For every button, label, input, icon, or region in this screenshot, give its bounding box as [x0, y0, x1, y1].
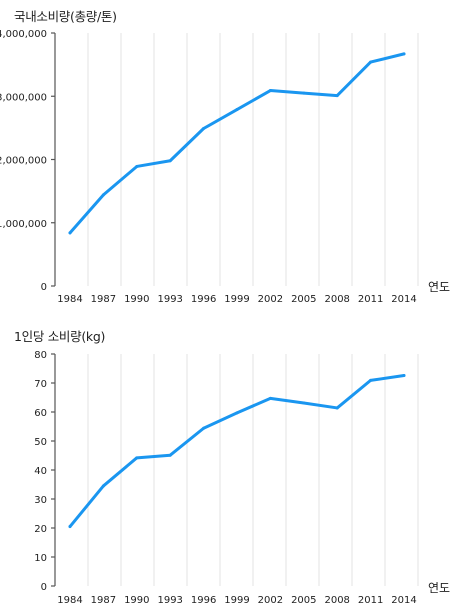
y-tick-label: 50: [34, 437, 47, 448]
x-tick-label: 2014: [391, 294, 416, 305]
x-tick-label: 1996: [191, 595, 216, 606]
x-tick-label: 2002: [258, 294, 283, 305]
x-tick-label: 2011: [358, 294, 383, 305]
y-tick-label: 0: [41, 582, 47, 593]
x-tick-label: 2008: [324, 595, 349, 606]
x-tick-label: 2005: [291, 595, 316, 606]
x-tick-label: 1999: [224, 294, 249, 305]
x-tick-label: 1993: [157, 294, 182, 305]
y-tick-label: 20: [34, 524, 47, 535]
data-point: [235, 411, 239, 415]
y-tick-label: 1,000,000: [0, 219, 47, 230]
data-point: [268, 396, 272, 400]
data-point: [101, 193, 105, 197]
data-point: [335, 94, 339, 98]
chart-total-consumption: 국내소비량(총량/톤) 0 1,000,000 2,000,000 3,000,000…: [0, 9, 450, 305]
x-tick-label: 2011: [358, 595, 383, 606]
data-point: [101, 484, 105, 488]
y-tick-label: 40: [34, 466, 47, 477]
chart-per-capita-consumption: 1인당 소비량(kg) 0 10 20 30 40 50 60 70 80 1984 1987 199…: [0, 322, 450, 607]
y-tick-label: 70: [34, 379, 47, 390]
y-tick-label: 30: [34, 495, 47, 506]
x-tick-label: 1999: [224, 595, 249, 606]
x-tick-label: 1984: [57, 595, 82, 606]
series-line: [68, 52, 406, 235]
x-tick-label: 2005: [291, 294, 316, 305]
data-point: [202, 426, 206, 430]
x-tick-label: 1990: [124, 294, 149, 305]
y-tick-label: 0: [41, 282, 47, 293]
data-point: [302, 91, 306, 95]
data-point: [402, 373, 406, 377]
data-point: [369, 378, 373, 382]
chart-svg: 0 1,000,000 2,000,000 3,000,000 4,000,000 198…: [0, 29, 450, 305]
x-tick-label: 1987: [91, 595, 116, 606]
x-tick-label: 1987: [91, 294, 116, 305]
data-point: [68, 525, 72, 529]
y-tick-label: 80: [34, 350, 47, 361]
x-tick-label: 1996: [191, 294, 216, 305]
chart-title: 1인당 소비량(kg): [14, 329, 106, 344]
y-tick-label: 4,000,000: [0, 29, 47, 40]
x-tick-label: 2008: [324, 294, 349, 305]
x-tick-label: 2014: [391, 595, 416, 606]
data-point: [235, 108, 239, 112]
x-tick-label: 1984: [57, 294, 82, 305]
data-point: [268, 89, 272, 93]
chart-svg: 0 10 20 30 40 50 60 70 80 1984 1987 1990 1993 1996 199…: [34, 350, 450, 606]
x-tick-label: 1993: [157, 595, 182, 606]
data-point: [168, 453, 172, 457]
data-point: [168, 159, 172, 163]
data-point: [402, 52, 406, 56]
data-point: [135, 164, 139, 168]
x-tick-label: 2002: [258, 595, 283, 606]
x-axis-label: 연도: [428, 280, 450, 294]
data-point: [335, 406, 339, 410]
data-point: [202, 127, 206, 131]
data-point: [369, 60, 373, 64]
series-line: [68, 373, 406, 529]
y-tick-label: 3,000,000: [0, 92, 47, 103]
y-tick-label: 2,000,000: [0, 156, 47, 167]
x-tick-label: 1990: [124, 595, 149, 606]
x-axis-label: 연도: [428, 581, 450, 595]
data-point: [135, 456, 139, 460]
y-tick-label: 60: [34, 408, 47, 419]
y-tick-label: 10: [34, 553, 47, 564]
chart-title: 국내소비량(총량/톤): [14, 9, 117, 24]
data-point: [302, 401, 306, 405]
data-point: [68, 231, 72, 235]
